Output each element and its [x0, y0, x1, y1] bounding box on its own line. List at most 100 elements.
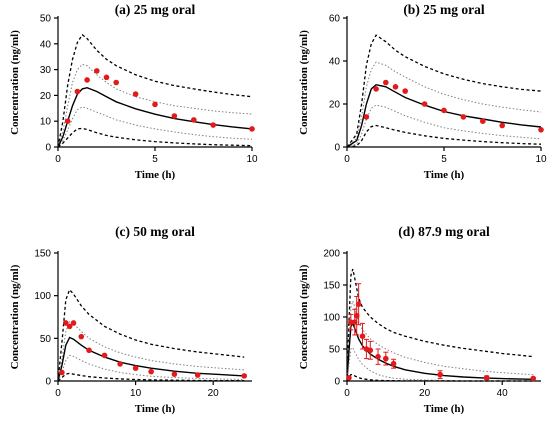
observed-point: [74, 88, 81, 95]
observed-point: [66, 323, 73, 330]
observed-point: [530, 375, 537, 382]
observed-point: [113, 79, 119, 86]
x-tick-label: 0: [55, 154, 61, 165]
observed-point: [101, 352, 108, 359]
series-line-solid-median: [346, 83, 542, 148]
y-tick-label: 0: [334, 377, 340, 388]
x-tick-label: 20: [208, 388, 220, 399]
y-tick-label: 200: [323, 249, 340, 260]
observed-point: [353, 312, 360, 319]
series-line-dotted-inner: [346, 61, 542, 148]
observed-point: [359, 333, 366, 340]
observed-point: [210, 122, 216, 128]
x-tick-label: 20: [419, 388, 431, 399]
y-tick-label: 50: [329, 345, 341, 356]
observed-point: [373, 86, 379, 92]
observed-point: [402, 88, 409, 94]
observed-point: [86, 347, 92, 354]
observed-point: [480, 118, 486, 124]
observed-point: [390, 360, 397, 367]
series-line-dotted-inner: [346, 346, 534, 382]
observed-point: [191, 117, 197, 123]
y-axis-label: Concentration (ng/ml): [298, 264, 310, 369]
observed-point: [249, 126, 255, 132]
observed-point: [241, 373, 248, 379]
y-tick-label: 0: [45, 143, 51, 154]
y-tick-label: 40: [329, 57, 341, 68]
y-tick-label: 100: [323, 313, 340, 324]
observed-point: [194, 372, 201, 378]
observed-point: [84, 77, 90, 83]
observed-point: [78, 333, 85, 340]
observed-point: [383, 355, 389, 362]
observed-point: [538, 127, 544, 133]
observed-point: [483, 375, 490, 381]
observed-point: [460, 114, 467, 120]
series-line-dotted-inner: [57, 106, 253, 148]
y-axis-label: Concentration (ng/ml): [9, 264, 21, 369]
y-tick-label: 150: [34, 249, 51, 260]
y-tick-label: 10: [40, 117, 52, 128]
observed-point: [132, 91, 139, 97]
chart-panel-4: (d) 87.9 mg oral 0 50 100 150 200 0 20 40 Time (h…: [298, 224, 541, 415]
series-line-dotted-inner: [346, 104, 542, 148]
observed-point: [70, 320, 77, 326]
series-line-dotted-inner: [346, 299, 534, 382]
x-axis-label: Time (h): [424, 403, 465, 415]
observed-point: [348, 319, 354, 325]
chart-title: (c) 50 mg oral: [115, 224, 195, 239]
chart-title: (a) 25 mg oral: [115, 2, 196, 17]
chart-panel-2: (b) 25 mg oral 0 20 40 60 0 5 10 Time (h) Concent…: [298, 2, 547, 181]
x-axis-label: Time (h): [135, 169, 176, 181]
observed-point: [375, 353, 381, 360]
series-line-dashed-outer: [57, 127, 253, 148]
y-tick-label: 150: [323, 281, 340, 292]
observed-point: [346, 375, 352, 381]
observed-point: [355, 301, 362, 308]
y-tick-label: 50: [40, 14, 52, 25]
x-tick-label: 10: [535, 154, 547, 165]
series-line-dashed-outer: [346, 124, 542, 148]
x-tick-label: 10: [130, 388, 142, 399]
series-line-dashed-outer: [57, 372, 245, 382]
observed-point: [383, 79, 389, 86]
observed-point: [171, 113, 178, 119]
observed-point: [363, 114, 370, 120]
y-tick-label: 50: [40, 334, 52, 345]
series-line-dotted-inner: [57, 320, 245, 382]
x-tick-label: 10: [246, 154, 258, 165]
observed-point: [392, 84, 399, 90]
x-tick-label: 5: [152, 154, 158, 165]
observed-point: [64, 118, 71, 124]
x-tick-label: 0: [55, 388, 61, 399]
y-tick-label: 0: [45, 377, 51, 388]
observed-point: [117, 361, 123, 367]
observed-point: [499, 122, 506, 129]
series-line-dashed-outer: [57, 33, 253, 148]
series-line-dashed-outer: [346, 268, 534, 382]
series-line-dashed-outer: [57, 288, 245, 382]
observed-point: [152, 101, 158, 108]
observed-point: [59, 369, 65, 376]
y-tick-label: 100: [34, 291, 51, 302]
y-axis-label: Concentration (ng/ml): [9, 30, 21, 135]
observed-point: [351, 319, 358, 325]
y-axis-label: Concentration (ng/ml): [298, 30, 310, 135]
observed-point: [62, 320, 69, 326]
x-axis-label: Time (h): [135, 403, 176, 415]
observed-point: [94, 68, 100, 74]
series-line-dashed-outer: [346, 373, 534, 382]
observed-point: [132, 365, 139, 372]
observed-point: [441, 107, 447, 114]
y-tick-label: 20: [329, 100, 341, 111]
observed-point: [367, 347, 374, 354]
x-tick-label: 40: [497, 388, 509, 399]
x-tick-label: 5: [441, 154, 447, 165]
observed-point: [421, 101, 428, 107]
y-tick-label: 30: [40, 65, 52, 76]
y-tick-label: 20: [40, 91, 52, 102]
x-axis-label: Time (h): [424, 169, 465, 181]
chart-title: (b) 25 mg oral: [403, 2, 485, 17]
y-tick-label: 0: [334, 143, 340, 154]
